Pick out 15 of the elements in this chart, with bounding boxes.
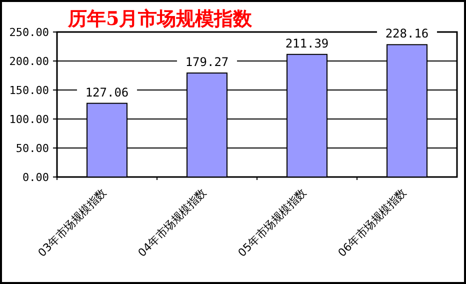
data-label: 228.16 [385,26,429,41]
y-tick-label: 100.00 [9,113,49,126]
data-label: 211.39 [285,36,329,50]
y-tick-label: 0.00 [22,171,49,184]
chart-title: 历年5月市场规模指数 [67,8,254,30]
y-tick-label: 150.00 [9,84,49,97]
x-tick-label: 06年市场规模指数 [336,186,410,260]
x-tick-label: 04年市场规模指数 [136,186,210,260]
x-tick-label: 05年市场规模指数 [236,186,310,260]
y-tick-label: 200.00 [9,55,49,68]
y-tick-label: 250.00 [9,26,49,39]
y-tick-label: 50.00 [16,142,49,155]
data-label: 179.27 [185,55,229,70]
x-tick-label: 03年市场规模指数 [36,186,110,260]
data-label: 127.06 [85,85,129,100]
